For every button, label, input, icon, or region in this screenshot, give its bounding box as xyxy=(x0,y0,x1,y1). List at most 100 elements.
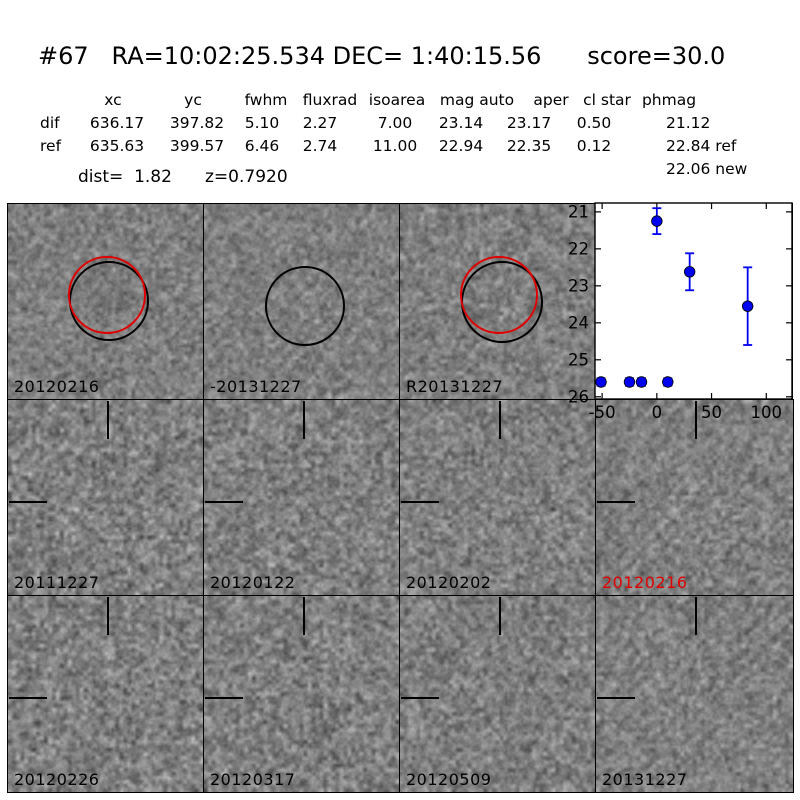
y-tick-label: 22 xyxy=(568,239,589,258)
column-header: phmag xyxy=(641,91,697,109)
y-tick-label: 21 xyxy=(568,202,589,221)
row-label: dif xyxy=(40,114,60,132)
stamp-20131227: 20131227 xyxy=(595,595,794,793)
stamp-label: R20131227 xyxy=(406,377,504,396)
stamp-20120216: 20120216 xyxy=(7,203,204,400)
stamp-image xyxy=(8,400,203,595)
stamp-20120226: 20120226 xyxy=(7,595,204,793)
x-tick-label: -50 xyxy=(589,403,616,422)
y-tick-label: 24 xyxy=(568,313,589,332)
position-tick-horizontal xyxy=(401,697,439,699)
column-header: isoarea xyxy=(368,91,426,109)
position-tick-vertical xyxy=(107,597,109,635)
table-cell: 21.12 xyxy=(666,114,711,132)
stamp-image xyxy=(400,596,595,792)
page-title: #67 RA=10:02:25.534 DEC= 1:40:15.56 scor… xyxy=(38,42,726,70)
position-tick-vertical xyxy=(695,401,697,439)
column-header: fluxrad xyxy=(302,91,358,109)
new-position-circle xyxy=(68,256,146,334)
y-tick-label: 23 xyxy=(568,276,589,295)
column-header: cl star xyxy=(583,91,631,109)
position-tick-horizontal xyxy=(597,697,635,699)
position-tick-vertical xyxy=(499,401,501,439)
y-tick-label: 25 xyxy=(568,350,589,369)
table-cell: 23.14 xyxy=(438,114,484,132)
table-cell: 0.12 xyxy=(576,137,612,155)
table-row: dif 636.17 397.82 5.10 2.27 7.00 23.14 23.17 0.5… xyxy=(0,114,800,134)
row-label: ref xyxy=(40,137,62,155)
table-row: ref 635.63 399.57 6.46 2.74 11.00 22.94 22.35 0.… xyxy=(0,137,800,157)
stamp-image xyxy=(400,400,595,595)
table-cell: 23.17 xyxy=(506,114,552,132)
table-cell: 2.27 xyxy=(302,114,338,132)
stamp-20111227: 20111227 xyxy=(7,399,204,596)
column-header: mag auto xyxy=(439,91,515,109)
x-tick-label: 0 xyxy=(652,403,663,422)
table-header-row: xc yc fwhm fluxrad isoarea mag auto aper cl sta… xyxy=(0,91,800,111)
photometry-point xyxy=(623,376,636,388)
stamp-label: -20131227 xyxy=(210,377,302,396)
stamp-label: 20120122 xyxy=(210,573,296,592)
stamp-image xyxy=(204,400,399,595)
position-tick-horizontal xyxy=(9,501,47,503)
table-cell: 399.57 xyxy=(169,137,225,155)
table-cell: 22.06 new xyxy=(666,160,748,178)
column-header: fwhm xyxy=(244,91,288,109)
table-cell: 397.82 xyxy=(169,114,225,132)
column-header: yc xyxy=(184,91,202,109)
position-tick-horizontal xyxy=(9,697,47,699)
stamp-20120509: 20120509 xyxy=(399,595,596,793)
stamp-label: 20120202 xyxy=(406,573,492,592)
position-tick-horizontal xyxy=(205,501,243,503)
photometry-point xyxy=(683,266,696,278)
redshift-value: z=0.7920 xyxy=(205,167,288,187)
new-position-circle xyxy=(460,256,538,334)
stamp-label: 20131227 xyxy=(602,770,688,789)
position-tick-vertical xyxy=(107,401,109,439)
table-cell: 22.94 xyxy=(438,137,484,155)
table-cell: 22.84 ref xyxy=(666,137,737,155)
lightcurve-plot: -50 0 50 100 21 22 23 24 25 26 xyxy=(568,202,793,422)
column-header: xc xyxy=(104,91,122,109)
stamp-20131227: R20131227 xyxy=(399,203,596,400)
table-cell: 7.00 xyxy=(377,114,413,132)
stamp-label: 20111227 xyxy=(14,573,100,592)
stamp-image xyxy=(596,596,793,792)
stamp-label: 20120509 xyxy=(406,770,492,789)
position-tick-vertical xyxy=(303,401,305,439)
dist-value: dist= 1.82 xyxy=(78,167,172,187)
table-cell: 6.46 xyxy=(244,137,280,155)
table-row: 22.06 new xyxy=(0,160,800,180)
stamp-label: 20120216 xyxy=(602,573,688,592)
stamp-image xyxy=(8,596,203,792)
stamp-label: 20120317 xyxy=(210,770,296,789)
stamp-image xyxy=(596,400,793,595)
table-cell: 0.50 xyxy=(576,114,612,132)
table-cell: 11.00 xyxy=(372,137,418,155)
stamp-label: 20120216 xyxy=(14,377,100,396)
stamp-20120122: 20120122 xyxy=(203,399,400,596)
photometry-point xyxy=(662,376,674,388)
stamp-20120317: 20120317 xyxy=(203,595,400,793)
plot-area xyxy=(594,202,793,400)
photometry-point xyxy=(651,215,663,227)
stamp-image xyxy=(204,596,399,792)
table-cell: 635.63 xyxy=(89,137,145,155)
y-tick-label: 26 xyxy=(568,387,589,406)
table-cell: 22.35 xyxy=(506,137,552,155)
table-cell: 5.10 xyxy=(244,114,280,132)
stamp-grid: 20120216 -20131227 R20131227 20111227 201201… xyxy=(7,203,794,793)
position-tick-horizontal xyxy=(401,501,439,503)
position-tick-horizontal xyxy=(205,697,243,699)
ref-position-circle xyxy=(265,266,345,346)
stamp-20131227: -20131227 xyxy=(203,203,400,400)
stamp-20120202: 20120202 xyxy=(399,399,596,596)
stamp-label: 20120226 xyxy=(14,770,100,789)
table-cell: 636.17 xyxy=(89,114,145,132)
photometry-point xyxy=(595,376,607,388)
table-cell: 2.74 xyxy=(302,137,338,155)
column-header: aper xyxy=(533,91,569,109)
position-tick-vertical xyxy=(499,597,501,635)
position-tick-vertical xyxy=(695,597,697,635)
